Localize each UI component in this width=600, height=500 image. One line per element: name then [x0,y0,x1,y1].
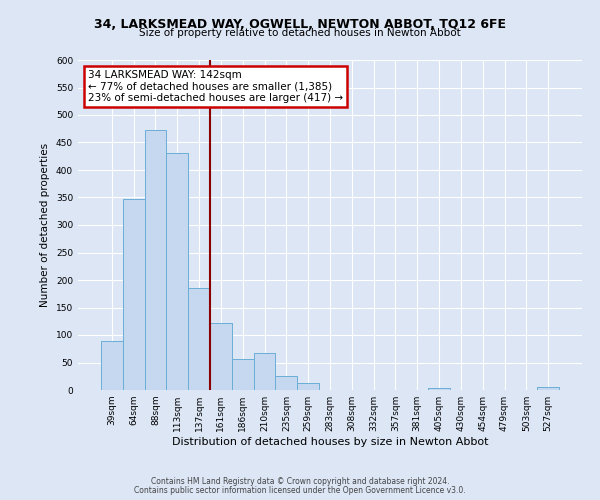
Bar [123,198,145,390]
Bar [254,353,275,390]
Y-axis label: Number of detached properties: Number of detached properties [40,143,50,307]
Bar [275,376,297,390]
Bar [101,340,123,390]
X-axis label: Distribution of detached houses by size in Newton Abbot: Distribution of detached houses by size … [172,437,488,447]
Text: 34, LARKSMEAD WAY, OGWELL, NEWTON ABBOT, TQ12 6FE: 34, LARKSMEAD WAY, OGWELL, NEWTON ABBOT,… [94,18,506,30]
Text: Contains public sector information licensed under the Open Government Licence v3: Contains public sector information licen… [134,486,466,495]
Text: Size of property relative to detached houses in Newton Abbot: Size of property relative to detached ho… [139,28,461,38]
Text: 34 LARKSMEAD WAY: 142sqm
← 77% of detached houses are smaller (1,385)
23% of sem: 34 LARKSMEAD WAY: 142sqm ← 77% of detach… [88,70,343,103]
Bar [188,288,210,390]
Bar [232,358,254,390]
Bar [297,383,319,390]
Bar [145,130,166,390]
Bar [537,387,559,390]
Bar [210,323,232,390]
Bar [166,154,188,390]
Text: Contains HM Land Registry data © Crown copyright and database right 2024.: Contains HM Land Registry data © Crown c… [151,477,449,486]
Bar [428,388,450,390]
